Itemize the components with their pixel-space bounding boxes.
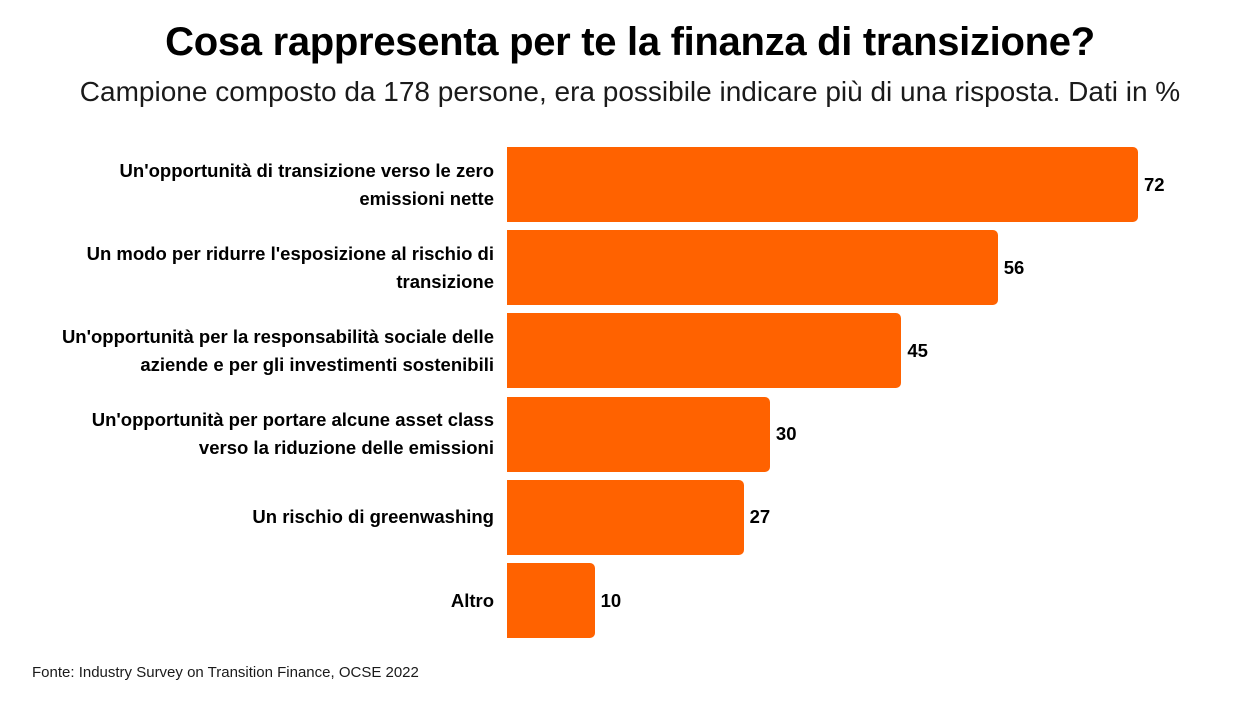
category-label-line: Un rischio di greenwashing — [252, 506, 494, 528]
category-label: Un'opportunità per portare alcune asset … — [24, 397, 494, 472]
data-label: 72 — [1144, 173, 1165, 195]
category-label-line: Un'opportunità per portare alcune asset … — [91, 409, 494, 431]
data-label: 10 — [600, 589, 622, 611]
category-label-line: emissioni nette — [359, 187, 494, 209]
data-label: 45 — [907, 339, 928, 361]
category-label: Altro — [24, 563, 494, 638]
data-label: 56 — [1003, 256, 1025, 278]
category-label-line: Un'opportunità per la responsabilità soc… — [61, 325, 494, 347]
category-label-line: transizione — [396, 270, 494, 292]
category-label-line: Altro — [450, 589, 494, 611]
category-label: Un rischio di greenwashing — [24, 480, 494, 555]
source-note: Fonte: Industry Survey on Transition Fin… — [32, 664, 419, 681]
chart-subtitle: Campione composto da 178 persone, era po… — [79, 76, 1181, 107]
category-label-line: verso la riduzione delle emissioni — [198, 437, 494, 459]
category-label: Un modo per ridurre l'esposizione al ris… — [24, 230, 494, 305]
bar — [507, 396, 770, 472]
category-label: Un'opportunità di transizione verso le z… — [24, 147, 494, 222]
category-label-line: Un modo per ridurre l'esposizione al ris… — [86, 242, 494, 264]
bar — [507, 563, 595, 638]
bar — [507, 147, 1138, 222]
chart-title: Cosa rappresenta per te la finanza di tr… — [165, 20, 1095, 64]
category-label-line: Un'opportunità di transizione verso le z… — [119, 159, 494, 181]
category-label: Un'opportunità per la responsabilità soc… — [24, 313, 494, 388]
bar — [507, 230, 998, 306]
bar — [507, 313, 902, 389]
category-label-line: aziende e per gli investimenti sostenibi… — [140, 353, 494, 375]
data-label: 30 — [775, 423, 797, 445]
bar — [507, 479, 744, 555]
data-label: 27 — [749, 506, 771, 528]
